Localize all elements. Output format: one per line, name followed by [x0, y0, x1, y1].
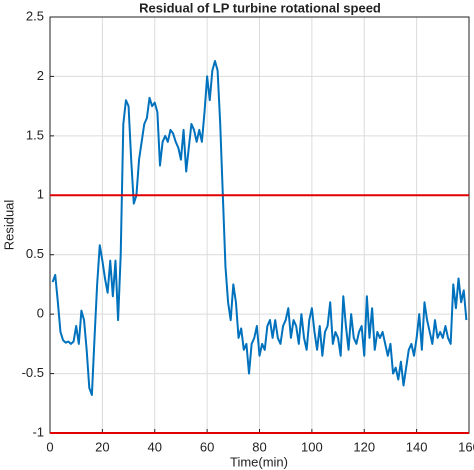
- x-tick-label: 160: [458, 439, 474, 454]
- y-tick-label: 0.5: [26, 246, 44, 261]
- x-tick-label: 60: [200, 439, 214, 454]
- x-tick-label: 80: [252, 439, 266, 454]
- y-tick-label: 1.5: [26, 127, 44, 142]
- x-axis-label: Time(min): [230, 454, 288, 469]
- chart-title: Residual of LP turbine rotational speed: [139, 0, 381, 15]
- y-tick-label: 2: [37, 68, 44, 83]
- data-line: [51, 59, 468, 396]
- x-tick-label: 140: [406, 439, 428, 454]
- x-tick-label: 100: [301, 439, 323, 454]
- x-tick-label: 0: [46, 439, 53, 454]
- x-tick-label: 40: [148, 439, 162, 454]
- y-tick-label: -1: [32, 424, 44, 439]
- x-tick-label: 20: [95, 439, 109, 454]
- y-tick-label: 2.5: [26, 8, 44, 23]
- y-axis-label: Residual: [1, 200, 16, 251]
- x-tick-label: 120: [353, 439, 375, 454]
- y-tick-label: -0.5: [22, 365, 44, 380]
- y-tick-label: 0: [37, 306, 44, 321]
- y-tick-label: 1: [37, 187, 44, 202]
